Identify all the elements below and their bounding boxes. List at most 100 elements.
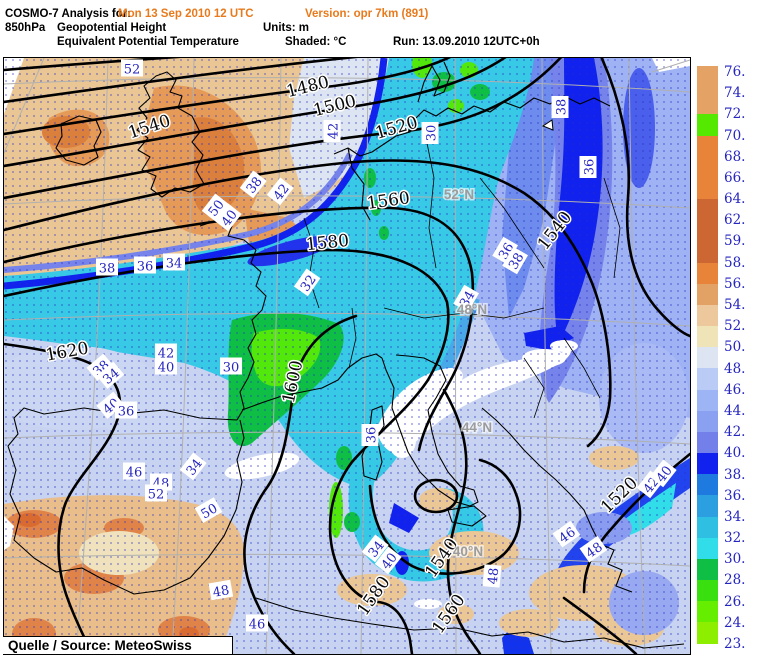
graticule-label: 48°N (457, 302, 487, 317)
colorbar-tick-label: 50. (724, 339, 746, 356)
colorbar (697, 66, 718, 644)
colorbar-tick-label: 24. (724, 614, 746, 631)
colorbar-tick-label: 44. (724, 402, 746, 419)
colorbar-tick-label: 56. (724, 275, 746, 292)
colorbar-band (697, 368, 718, 390)
colorbar-band (697, 347, 718, 369)
colorbar-tick-label: 68. (724, 148, 746, 165)
thetae-label: 38 (551, 96, 570, 118)
colorbar-band (697, 156, 718, 178)
thetae-label: 34 (163, 253, 185, 272)
thetae-label: 52 (145, 484, 167, 503)
thetae-label: 36 (361, 424, 380, 446)
colorbar-tick-label: 46. (724, 381, 746, 398)
thetae-label: 52 (121, 59, 143, 78)
analysis-datetime: Mon 13 Sep 2010 12 UTC (118, 8, 254, 20)
svg-text:48: 48 (212, 583, 231, 601)
colorbar-tick-label: 30. (724, 551, 746, 568)
svg-text:50: 50 (199, 501, 221, 522)
thetae-label: 48 (482, 564, 502, 588)
svg-text:48: 48 (486, 567, 502, 585)
source-box: Quelle / Source: MeteoSwiss (3, 636, 233, 654)
colorbar-tick-label: 62. (724, 212, 746, 229)
thetae-label: 30 (421, 122, 440, 144)
svg-text:46: 46 (126, 466, 143, 481)
svg-text:36: 36 (118, 405, 135, 420)
svg-text:52: 52 (148, 488, 165, 503)
svg-text:36: 36 (583, 159, 598, 176)
svg-text:30: 30 (425, 125, 440, 142)
svg-text:36: 36 (137, 260, 154, 275)
map-frame: 52 42 38 36 34 50 40 38 42 32 30 38 36 36 38 34 36 42 40 30… (3, 57, 691, 655)
field2-label: Equivalent Potential Temperature (57, 36, 239, 48)
geopotential-contours (4, 58, 690, 654)
colorbar-band (697, 516, 718, 538)
colorbar-band (697, 558, 718, 581)
colorbar-band (697, 66, 718, 72)
svg-text:38: 38 (506, 251, 527, 273)
thetae-label: 50 (194, 497, 223, 523)
svg-text:46: 46 (249, 618, 266, 633)
colorbar-tick-label: 70. (724, 127, 746, 144)
colorbar-band (697, 601, 718, 623)
colorbar-band (697, 389, 718, 411)
colorbar-tick-label: 58. (724, 254, 746, 271)
colorbar-tick-label: 23. (724, 636, 746, 652)
thetae-label: 42 (323, 120, 342, 142)
graticule-labels: 52°N 48°N 44°N 40°N (442, 186, 493, 561)
run-label: Run: 13.09.2010 12UTC+0h (393, 36, 540, 48)
thetae-label: 34 (453, 284, 479, 313)
colorbar-band (697, 453, 718, 475)
graticule-label: 40°N (453, 544, 483, 559)
colorbar-tick-label: 42. (724, 424, 746, 441)
colorbar-band (697, 580, 718, 602)
colorbar-tick-label: 59. (724, 233, 746, 250)
units-label: Units: m (263, 22, 309, 34)
colorbar-tick-label: 74. (724, 85, 746, 102)
shaded-label: Shaded: °C (285, 36, 347, 48)
colorbar-band (697, 262, 718, 284)
colorbar-tick-label: 28. (724, 572, 746, 589)
thetae-label: 30 (220, 357, 242, 376)
colorbar-tick-label: 40. (724, 445, 746, 462)
colorbar-tick-label: 52. (724, 318, 746, 335)
colorbar-band (697, 622, 718, 644)
colorbar-tick-label: 64. (724, 191, 746, 208)
graticule (4, 58, 690, 654)
colorbar-tick-label: 36. (724, 487, 746, 504)
colorbar-band (697, 199, 718, 221)
thetae-label: 48 (208, 579, 234, 601)
source-label: Quelle / Source: MeteoSwiss (8, 638, 192, 653)
graticule-label: 44°N (462, 420, 492, 435)
colorbar-band (697, 114, 718, 136)
colorbar-tick-label: 48. (724, 360, 746, 377)
thetae-label: 40 (155, 357, 177, 376)
colorbar-band (697, 495, 718, 517)
thetae-label: 38 (502, 246, 528, 275)
colorbar-band (697, 72, 718, 94)
colorbar-tick-label: 34. (724, 508, 746, 525)
colorbar-tick-label: 66. (724, 169, 746, 186)
field1-label: Geopotential Height (57, 22, 167, 34)
colorbar-tick-label: 26. (724, 593, 746, 610)
trough-arrow-icon (541, 119, 554, 131)
colorbar-band (697, 93, 718, 115)
colorbar-band (697, 304, 718, 327)
colorbar-tick-label: 54. (724, 297, 746, 314)
thetae-label: 46 (123, 462, 145, 481)
colorbar-band (697, 410, 718, 432)
colorbar-tick-label: 76. (724, 64, 746, 80)
thetae-label: 36 (134, 256, 156, 275)
colorbar-band (697, 220, 718, 242)
svg-text:40: 40 (158, 361, 175, 376)
thetae-label: 36 (579, 156, 598, 178)
colorbar-band (697, 135, 718, 157)
colorbar-tick-label: 32. (724, 530, 746, 547)
svg-text:36: 36 (365, 427, 380, 444)
colorbar-band (697, 537, 718, 559)
model-version: Version: opr 7km (891) (305, 8, 429, 20)
colorbar-tick-label: 38. (724, 466, 746, 483)
thetae-label: 46 (246, 614, 268, 633)
